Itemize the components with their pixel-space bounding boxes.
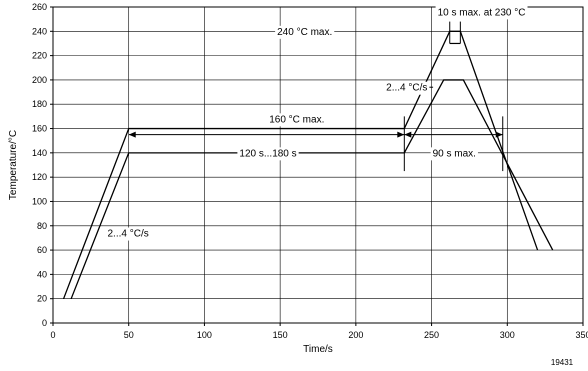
plot-frame <box>52 6 584 324</box>
annotation-160c-max: 160 °C max. <box>269 114 324 125</box>
x-tick-label: 250 <box>424 330 439 340</box>
annotation-labels: 240 °C max. 10 s max. at 230 °C 2...4 °C… <box>105 6 528 241</box>
series-layer <box>62 30 554 299</box>
y-tick-label: 120 <box>32 172 47 182</box>
y-tick-label: 80 <box>37 221 47 231</box>
x-axis-title: Time/s <box>303 344 333 355</box>
y-tick-label: 180 <box>32 99 47 109</box>
annotation-label-background <box>430 147 478 161</box>
dimension-arrowhead <box>404 131 412 138</box>
annotation-ramp-rate-heating: 2...4 °C/s <box>108 229 149 240</box>
dimension-arrowhead <box>128 131 136 138</box>
x-tick-label: 200 <box>348 330 363 340</box>
y-tick-label: 60 <box>37 245 47 255</box>
y-tick-label: 0 <box>42 318 47 328</box>
annotation-ramp-rate-cooling: 2...4 °C/s <box>386 83 427 94</box>
annotation-240c-max: 240 °C max. <box>277 27 332 38</box>
annotation-label-background <box>267 113 327 127</box>
y-tick-label: 100 <box>32 196 47 206</box>
x-tick-label: 0 <box>50 330 55 340</box>
y-tick-label: 200 <box>32 75 47 85</box>
y-axis-title: Temperature/°C <box>8 130 19 200</box>
dimension-arrowhead <box>397 131 405 138</box>
series-line-upper-limit <box>62 30 539 299</box>
y-tick-label: 260 <box>32 2 47 12</box>
x-tick-label: 150 <box>273 330 288 340</box>
y-tick-label: 140 <box>32 148 47 158</box>
x-tick-label: 350 <box>575 330 588 340</box>
annotation-label-background <box>275 25 335 39</box>
dimension-arrowhead <box>495 131 503 138</box>
x-tick-label: 300 <box>500 330 515 340</box>
annotation-label-background <box>105 227 151 241</box>
figure-id: 19431 <box>551 358 574 367</box>
x-tick-label: 100 <box>197 330 212 340</box>
annotation-90s-max: 90 s max. <box>433 148 476 159</box>
annotation-10s-max-at-230c: 10 s max. at 230 °C <box>438 7 526 18</box>
y-tick-label: 240 <box>32 26 47 36</box>
y-tick-label: 20 <box>37 294 47 304</box>
x-tick-label: 50 <box>124 330 134 340</box>
annotation-label-background <box>237 147 299 161</box>
y-tick-label: 220 <box>32 51 47 61</box>
annotation-preheat-duration: 120 s...180 s <box>239 148 296 159</box>
y-tick-label: 40 <box>37 269 47 279</box>
series-line-lower-limit <box>70 79 554 299</box>
y-tick-label: 160 <box>32 124 47 134</box>
annotation-label-background <box>435 6 528 20</box>
annotation-markers <box>128 21 504 172</box>
annotation-label-background <box>384 81 430 95</box>
